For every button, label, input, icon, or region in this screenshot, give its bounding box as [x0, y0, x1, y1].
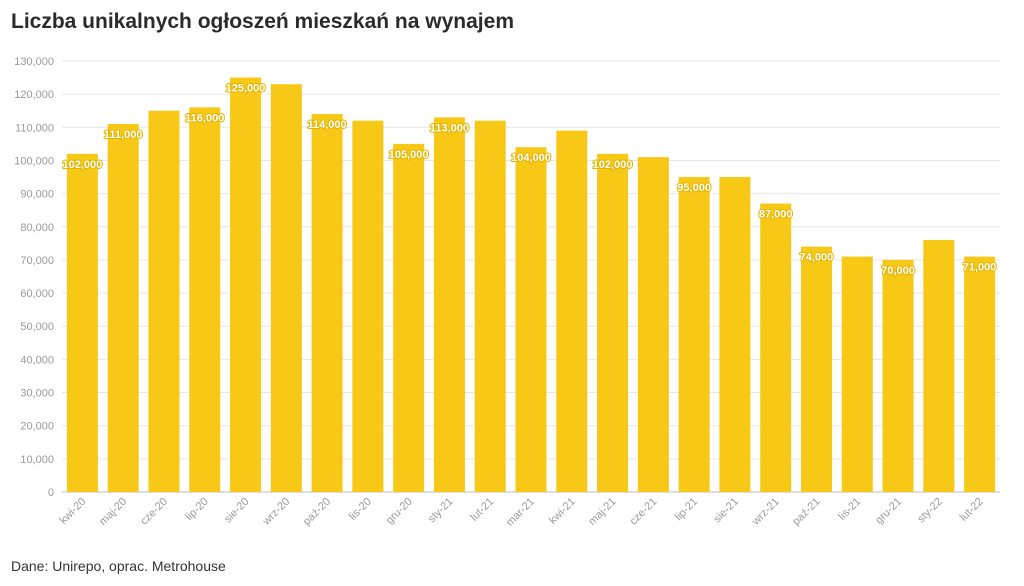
chart-title: Liczba unikalnych ogłoszeń mieszkań na w…: [11, 10, 514, 33]
x-tick-label: cze-20: [138, 496, 170, 528]
y-tick-label: 80,000: [20, 222, 54, 234]
bar-gru-21: [882, 259, 914, 492]
bar-lut-21: [474, 120, 506, 492]
y-tick-label: 60,000: [20, 288, 54, 300]
y-tick-label: 40,000: [20, 354, 54, 366]
data-label: 116,000: [185, 112, 224, 124]
data-label: 102,000: [593, 159, 633, 171]
data-label: 104,000: [511, 152, 551, 164]
data-label: 125,000: [226, 83, 266, 95]
x-tick-label: gru-21: [873, 496, 904, 527]
y-tick-label: 10,000: [20, 454, 54, 466]
x-tick-label: lis-20: [347, 496, 374, 523]
bar-paź-20: [311, 114, 343, 493]
y-tick-label: 20,000: [20, 421, 54, 433]
x-tick-label: wrz-21: [749, 496, 782, 529]
y-tick-label: 100,000: [14, 155, 54, 167]
x-tick-label: lip-20: [183, 496, 211, 524]
x-tick-label: sie-20: [222, 496, 252, 526]
x-tick-label: lut-22: [958, 496, 986, 524]
y-tick-label: 120,000: [14, 89, 54, 101]
x-tick-label: lip-21: [673, 496, 701, 524]
x-tick-label: wrz-20: [260, 496, 293, 529]
bar-kwi-20: [66, 153, 98, 493]
data-label: 70,000: [881, 265, 915, 277]
data-label: 71,000: [963, 262, 997, 274]
bar-sie-20: [230, 77, 262, 493]
x-tick-label: lut-21: [468, 496, 496, 524]
x-axis: kwi-20 maj-20 cze-20 lip-20 sie-20 wrz-20 paź-…: [58, 496, 986, 529]
y-axis: 0 10,000 20,000 30,000 40,000 50,000 60,000 70,…: [14, 56, 54, 499]
bar-kwi-21: [556, 130, 588, 492]
bar-gru-20: [393, 143, 425, 492]
bar-wrz-20: [270, 84, 302, 492]
x-tick-label: cze-21: [628, 496, 660, 528]
bar-sty-22: [923, 240, 955, 492]
bar-lip-20: [189, 107, 221, 493]
data-label: 114,000: [308, 119, 347, 131]
bar-lis-20: [352, 120, 384, 492]
bar-sie-21: [719, 177, 751, 493]
y-tick-label: 0: [48, 487, 54, 499]
y-tick-label: 50,000: [20, 321, 54, 333]
x-tick-label: maj-20: [97, 496, 129, 528]
bar-cze-20: [148, 110, 180, 492]
x-tick-label: lis-21: [836, 496, 863, 523]
data-label: 113,000: [430, 122, 469, 134]
x-tick-label: paź-21: [790, 496, 822, 528]
data-label: 95,000: [677, 182, 711, 194]
bars: [66, 77, 996, 493]
x-tick-label: sie-21: [711, 496, 741, 526]
x-tick-label: maj-21: [586, 496, 618, 528]
x-tick-label: kwi-20: [58, 496, 89, 527]
bar-lip-21: [678, 177, 710, 493]
y-tick-label: 90,000: [20, 189, 54, 201]
bar-maj-20: [107, 123, 139, 492]
y-tick-label: 110,000: [15, 122, 54, 134]
x-tick-label: sty-22: [915, 496, 945, 526]
bar-paź-21: [800, 246, 832, 492]
x-tick-label: kwi-21: [547, 496, 578, 527]
x-tick-label: paź-20: [301, 496, 333, 528]
data-label: 74,000: [800, 252, 834, 264]
bar-maj-21: [597, 153, 629, 493]
data-label: 102,000: [63, 159, 103, 171]
x-tick-label: gru-20: [384, 496, 415, 527]
data-label: 87,000: [759, 209, 793, 221]
data-label: 105,000: [389, 149, 429, 161]
x-tick-label: mar-21: [504, 496, 537, 529]
data-label: 111,000: [104, 129, 143, 141]
bar-mar-21: [515, 147, 547, 492]
data-labels: 102,000 111,000 116,000 125,000 114,000 105,0…: [62, 82, 998, 278]
bar-wrz-21: [760, 203, 792, 493]
source-note: Dane: Unirepo, oprac. Metrohouse: [11, 558, 226, 574]
y-tick-label: 130,000: [14, 56, 54, 68]
x-tick-label: sty-21: [426, 496, 456, 526]
bar-lut-22: [964, 256, 996, 492]
bar-sty-21: [433, 117, 465, 492]
y-tick-label: 30,000: [20, 388, 54, 400]
bar-cze-21: [637, 157, 669, 492]
y-tick-label: 70,000: [20, 255, 54, 267]
bar-lis-21: [841, 256, 873, 492]
